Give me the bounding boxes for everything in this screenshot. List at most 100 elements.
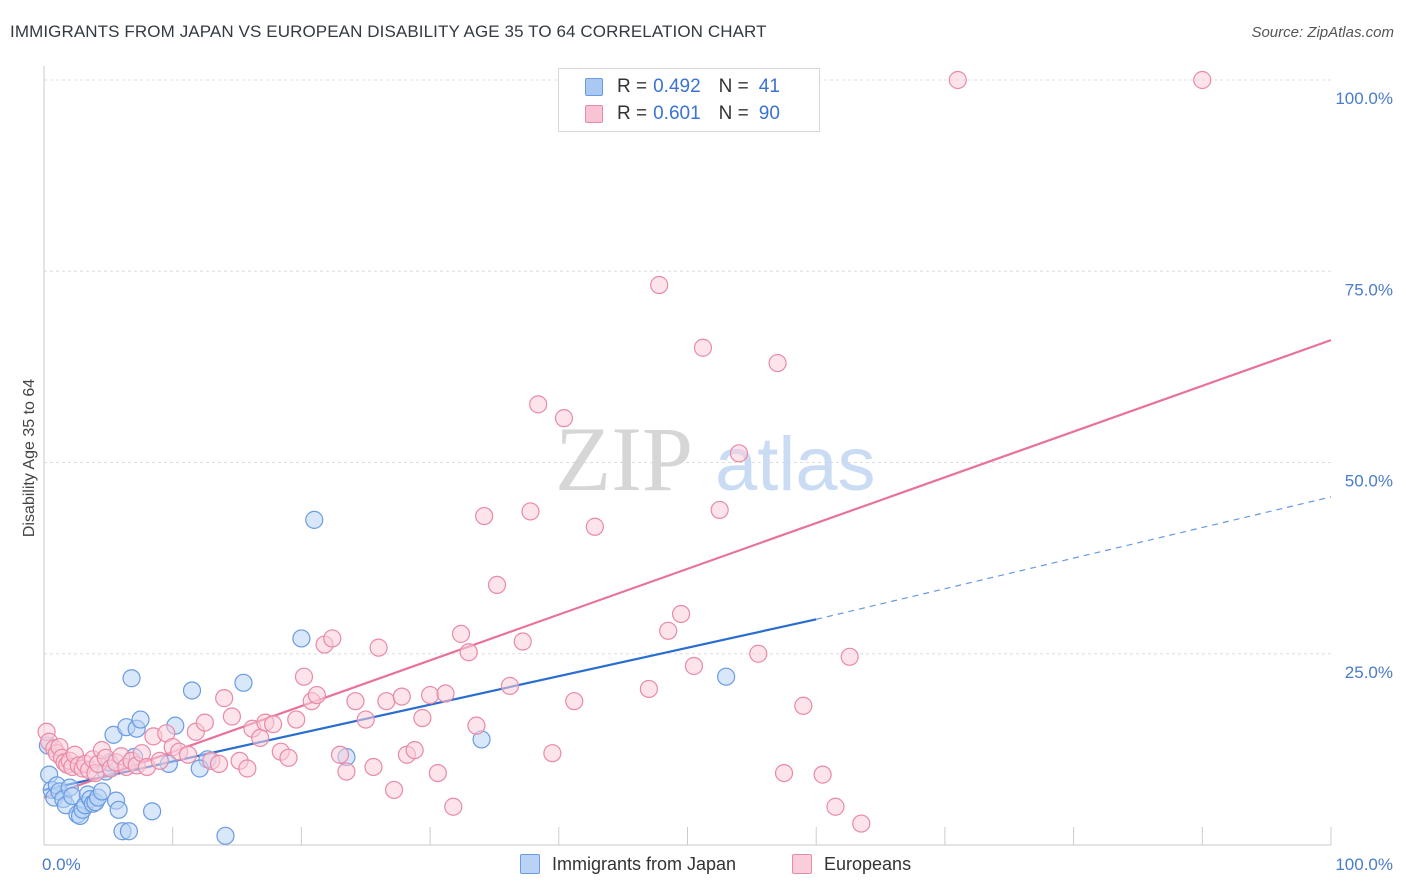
point-europeans — [487, 575, 507, 595]
point-europeans — [384, 780, 404, 800]
bottom-legend-swatch-europeans — [792, 854, 812, 874]
point-europeans — [392, 687, 411, 706]
point-europeans — [150, 751, 169, 770]
point-japan — [122, 669, 141, 688]
point-europeans — [650, 275, 669, 295]
x-tick-label: 0.0% — [42, 855, 81, 874]
point-europeans — [307, 685, 326, 705]
point-europeans — [585, 517, 604, 536]
point-europeans — [693, 338, 713, 357]
point-europeans — [840, 647, 859, 666]
x-tick-label: 100.0% — [1335, 855, 1393, 874]
point-europeans — [330, 745, 350, 764]
legend-r-label: R = — [617, 76, 648, 97]
point-europeans — [1193, 70, 1212, 90]
bottom-legend-japan: Immigrants from Japan — [520, 852, 736, 876]
point-europeans — [251, 728, 270, 748]
point-europeans — [377, 692, 396, 711]
point-europeans — [521, 502, 540, 521]
point-japan — [717, 667, 736, 686]
point-europeans — [948, 70, 967, 90]
point-europeans — [369, 638, 388, 657]
bottom-legend-label-japan: Immigrants from Japan — [552, 853, 737, 874]
legend: R = 0.492 N = 41 R = 0.601 N = 90 — [558, 68, 820, 132]
point-europeans — [529, 395, 548, 414]
point-europeans — [215, 689, 234, 708]
point-japan — [143, 802, 162, 821]
point-japan — [109, 800, 128, 819]
legend-n-value: 41 — [758, 76, 780, 97]
point-europeans — [323, 629, 342, 648]
point-japan — [305, 510, 324, 529]
point-europeans — [413, 708, 432, 728]
data-points — [37, 70, 1212, 845]
chart-title: IMMIGRANTS FROM JAPAN VS EUROPEAN DISABI… — [10, 22, 767, 41]
point-europeans — [774, 763, 794, 783]
point-europeans — [294, 667, 314, 686]
y-axis-label: Disability Age 35 to 64 — [21, 379, 38, 537]
point-europeans — [195, 713, 214, 732]
y-tick-label: 75.0% — [1345, 280, 1393, 299]
trend-extension-japan — [816, 496, 1332, 620]
point-europeans — [436, 684, 455, 703]
point-europeans — [279, 748, 298, 767]
point-europeans — [500, 676, 519, 695]
point-europeans — [671, 604, 691, 624]
point-europeans — [451, 624, 471, 643]
point-japan — [292, 629, 311, 648]
point-europeans — [444, 797, 463, 816]
legend-swatch-europeans — [585, 105, 603, 123]
bottom-legend-swatch-japan — [520, 854, 540, 874]
point-europeans — [710, 500, 729, 520]
legend-r-label: R = — [617, 103, 648, 124]
point-europeans — [565, 692, 584, 711]
point-europeans — [639, 679, 658, 699]
y-tick-label: 50.0% — [1345, 472, 1393, 491]
point-europeans — [405, 741, 424, 760]
watermark-atlas: atlas — [715, 422, 876, 507]
point-japan — [182, 681, 202, 700]
point-europeans — [749, 644, 768, 663]
point-europeans — [794, 696, 813, 715]
legend-swatch-japan — [585, 78, 603, 96]
point-europeans — [467, 716, 486, 735]
legend-n-label: N = — [718, 103, 749, 124]
axes — [43, 66, 1331, 846]
y-tick-label: 25.0% — [1345, 663, 1393, 682]
point-europeans — [287, 710, 306, 729]
point-europeans — [475, 506, 494, 526]
point-europeans — [209, 754, 229, 774]
bottom-legend-europeans: Europeans — [792, 852, 911, 876]
point-japan — [216, 826, 235, 845]
point-europeans — [826, 797, 845, 816]
point-japan — [119, 822, 139, 841]
point-europeans — [238, 759, 257, 778]
point-europeans — [179, 745, 198, 764]
point-europeans — [852, 814, 871, 833]
point-europeans — [346, 692, 365, 711]
point-europeans — [543, 744, 562, 763]
tick-labels: 25.0% 50.0% 75.0% 100.0% 0.0% 100.0% — [42, 89, 1393, 874]
point-europeans — [684, 656, 704, 676]
bottom-legend-label-europeans: Europeans — [824, 853, 912, 874]
point-europeans — [421, 685, 440, 705]
y-tick-label: 100.0% — [1335, 89, 1393, 108]
legend-row-europeans: R = 0.601 N = 90 — [585, 101, 780, 127]
point-europeans — [428, 763, 447, 783]
point-japan — [131, 710, 150, 729]
watermark-zip: ZIP — [555, 408, 693, 510]
point-europeans — [263, 715, 283, 734]
legend-n-label: N = — [718, 76, 749, 97]
point-europeans — [356, 710, 375, 729]
legend-row-japan: R = 0.492 N = 41 — [585, 74, 780, 100]
point-japan — [92, 782, 112, 801]
legend-r-value: 0.601 — [653, 103, 701, 124]
source-label: Source: ZipAtlas.com — [1251, 24, 1394, 41]
point-europeans — [364, 757, 383, 777]
point-europeans — [459, 643, 478, 662]
point-europeans — [513, 632, 532, 651]
point-europeans — [768, 353, 787, 373]
legend-n-value: 90 — [758, 103, 780, 124]
point-europeans — [659, 621, 678, 640]
